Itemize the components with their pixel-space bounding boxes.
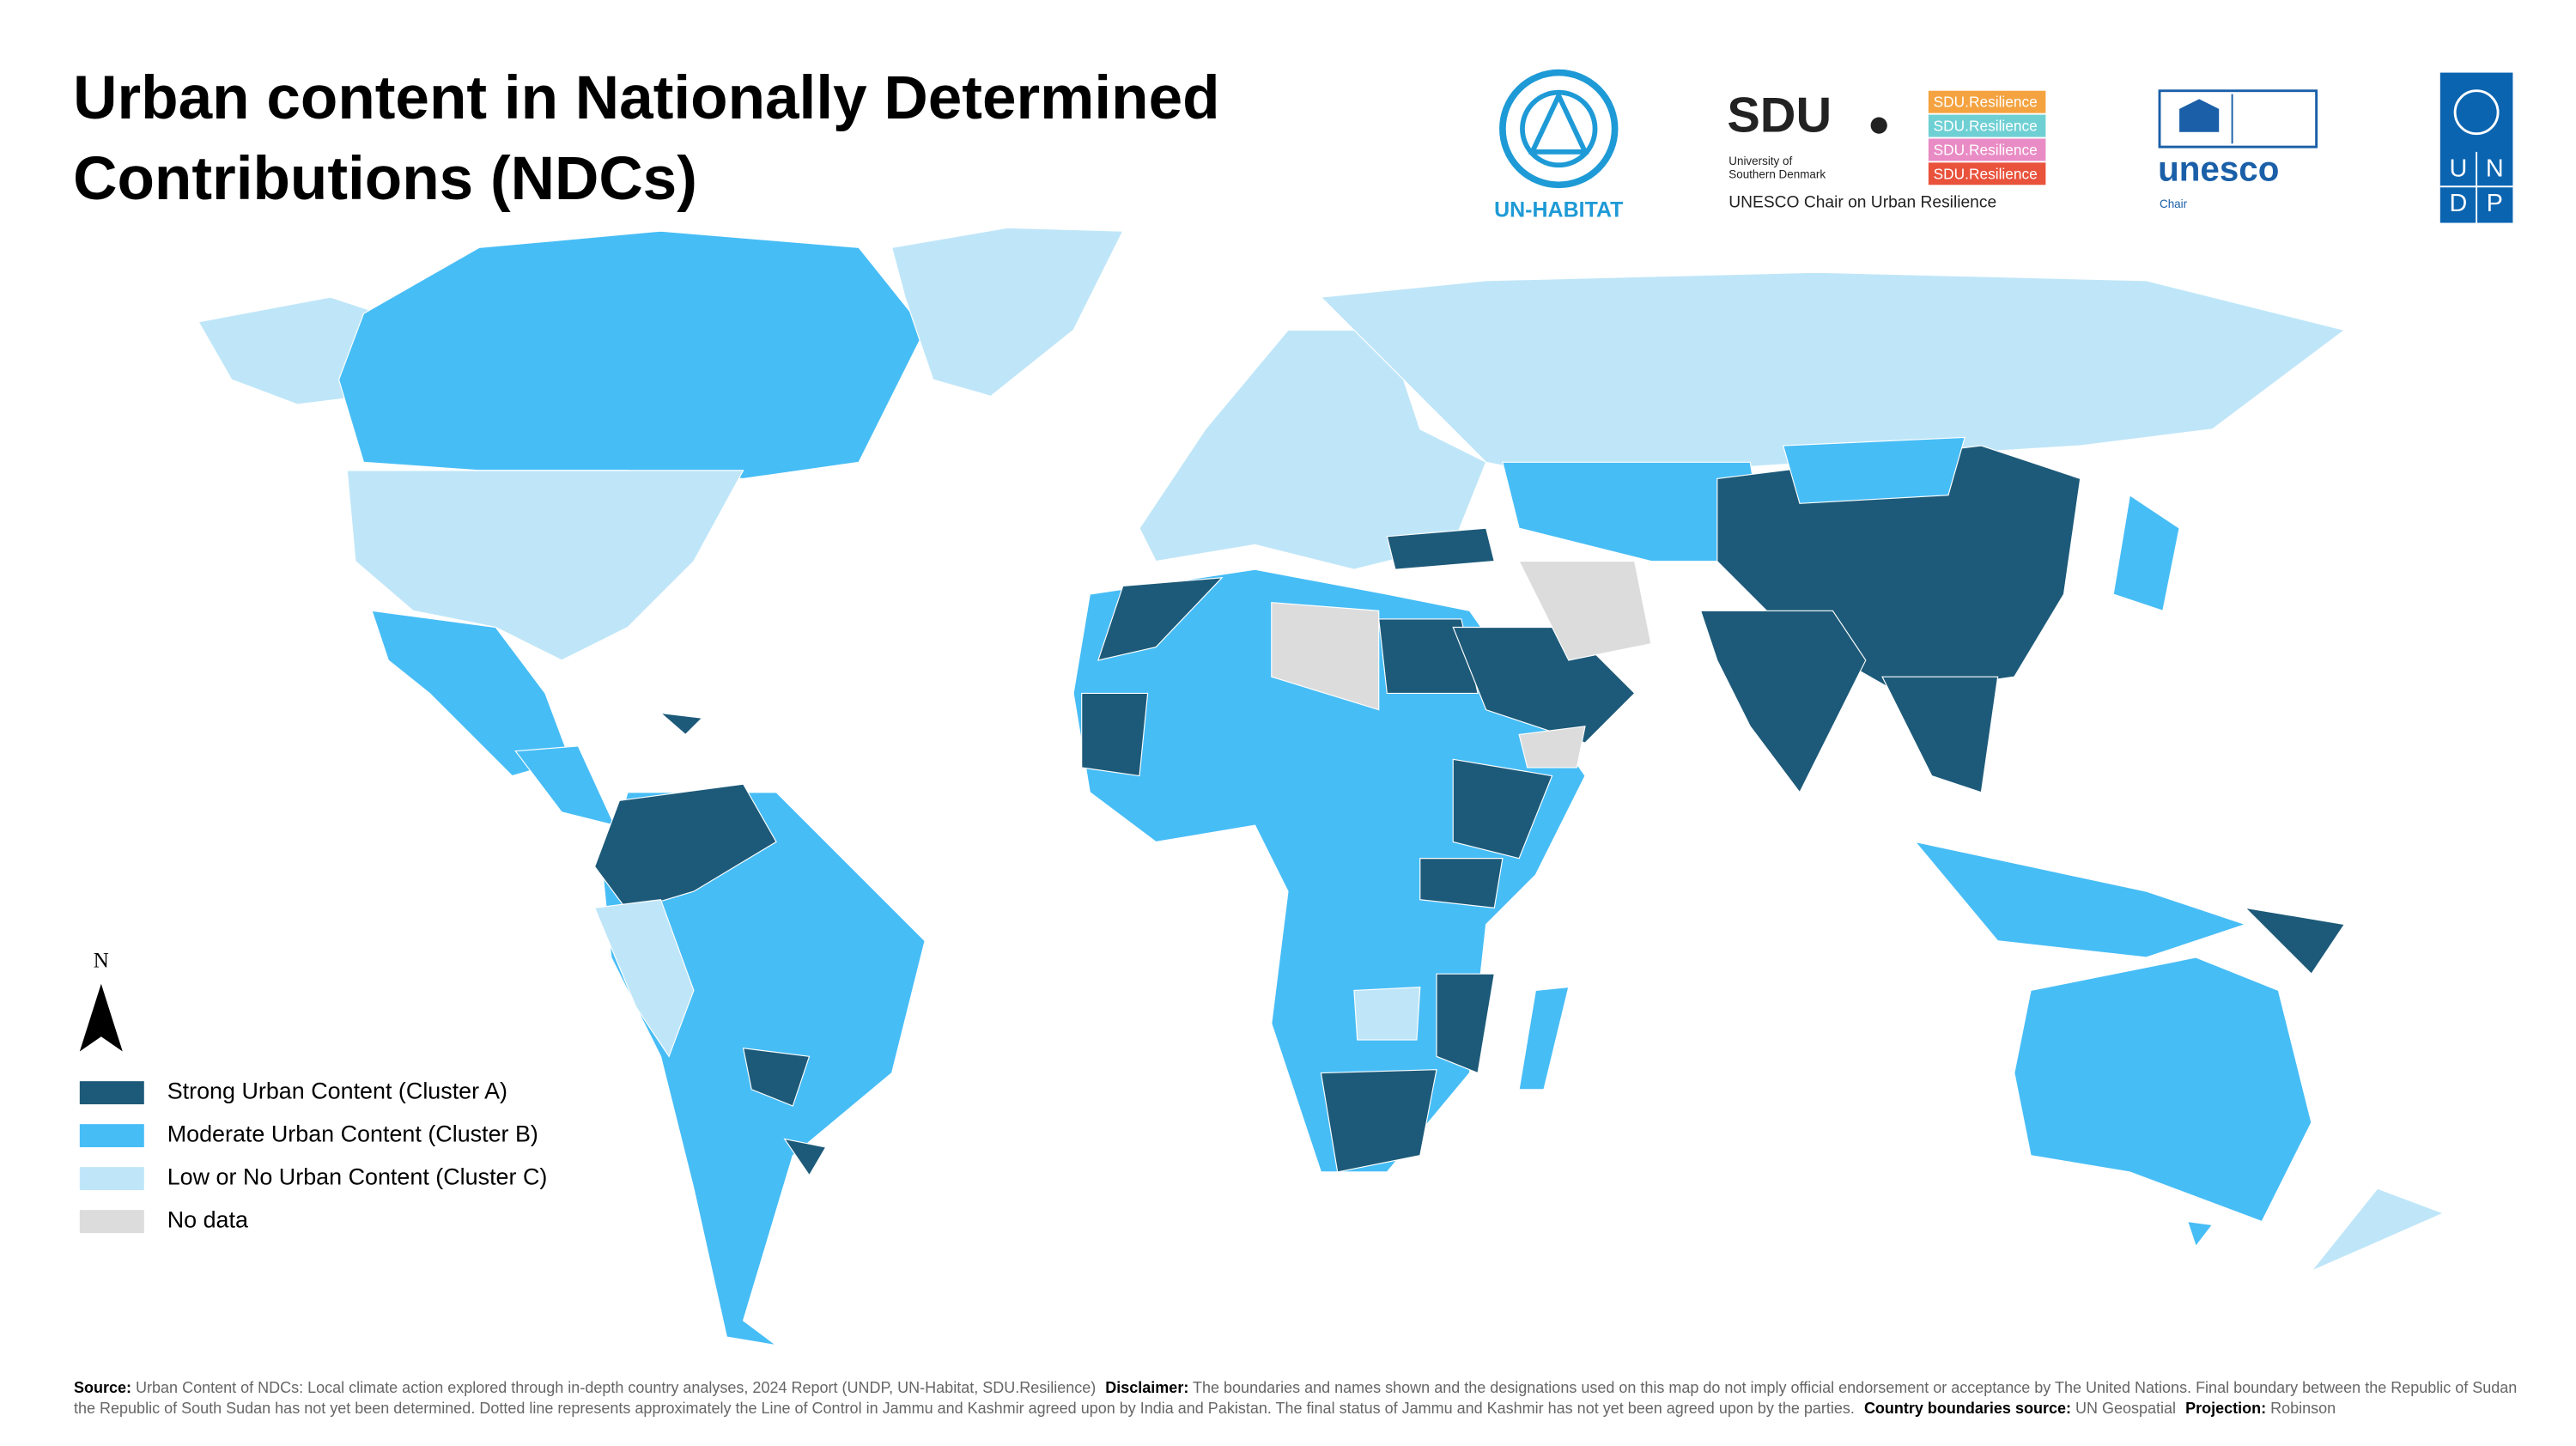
- country-shape: [1518, 561, 1652, 661]
- country-shape: [1502, 461, 1768, 562]
- country-shape: [2244, 907, 2346, 975]
- undp-letter: U: [2450, 155, 2468, 183]
- legend-swatch: [79, 1081, 144, 1105]
- country-shape: [1881, 676, 1999, 793]
- country-shape: [1271, 602, 1380, 711]
- country-shape: [338, 230, 926, 480]
- footer-text: Robinson: [2270, 1400, 2336, 1417]
- country-shape: [1320, 1069, 1437, 1173]
- footer-label: Country boundaries source:: [1863, 1400, 2071, 1417]
- un-habitat-label: UN-HABITAT: [1494, 198, 1623, 222]
- title-line: Contributions (NDCs): [73, 145, 697, 213]
- sdu-tag: [1928, 162, 2046, 185]
- footer-text: Urban Content of NDCs: Local climate act…: [136, 1379, 1097, 1396]
- sdu-label: SDU: [1727, 88, 1832, 143]
- legend-label: Strong Urban Content (Cluster A): [167, 1078, 507, 1104]
- footer-label: Disclaimer:: [1105, 1379, 1189, 1396]
- country-shape: [742, 1048, 811, 1107]
- north-label: N: [94, 949, 109, 972]
- country-shape: [1913, 841, 2247, 958]
- sdu-tag-label: SDU.Resilience: [1934, 165, 2038, 182]
- title-line: Urban content in Nationally Determined: [73, 64, 1219, 132]
- sdu-tag: [1928, 90, 2046, 113]
- footer-text: UN Geospatial: [2075, 1400, 2177, 1417]
- country-shape: [1518, 726, 1586, 769]
- country-shape: [1436, 973, 1495, 1074]
- un-habitat-logo: UN-HABITAT: [1494, 69, 1623, 222]
- unesco-sub: Chair: [2160, 197, 2188, 210]
- legend: Strong Urban Content (Cluster A) Moderate…: [79, 1078, 548, 1234]
- undp-letter: D: [2450, 190, 2468, 217]
- sdu-university: University of: [1728, 155, 1792, 167]
- undp-logo: U ND P: [2439, 72, 2513, 223]
- sdu-tag: [1928, 138, 2046, 161]
- country-shape: [1097, 577, 1224, 661]
- sdu-chair: UNESCO Chair on Urban Resilience: [1728, 194, 1996, 212]
- footer-label: Projection:: [2185, 1400, 2267, 1417]
- country-shape: [1081, 692, 1149, 777]
- country-shape: [783, 1138, 827, 1176]
- legend-label: No data: [167, 1207, 248, 1233]
- undp-letter: P: [2487, 190, 2503, 217]
- unesco-logo: unesco Chair: [2158, 89, 2318, 210]
- country-shape: [1782, 436, 1965, 504]
- country-shape: [1353, 986, 1421, 1041]
- country-shape: [593, 783, 777, 912]
- footer-text: The boundaries and names shown and the d…: [74, 1379, 2518, 1417]
- country-shape: [514, 745, 616, 827]
- undp-letter: N: [2486, 155, 2504, 183]
- country-shape: [1699, 610, 1867, 793]
- country-shape: [2311, 1188, 2445, 1272]
- north-arrow: N: [79, 949, 123, 1052]
- country-shape: [1386, 527, 1496, 570]
- country-shape: [659, 712, 703, 736]
- country-shape: [1320, 271, 2346, 480]
- country-shape: [1518, 986, 1570, 1091]
- country-shape: [1419, 858, 1504, 908]
- sdu-tag-label: SDU.Resilience: [1934, 118, 2038, 135]
- sdu-university: Southern Denmark: [1728, 167, 1826, 180]
- legend-label: Low or No Urban Content (Cluster C): [167, 1164, 548, 1190]
- legend-swatch: [79, 1124, 144, 1148]
- world-map: [197, 227, 2445, 1346]
- country-shape: [1452, 758, 1553, 860]
- country-shape: [346, 470, 744, 661]
- footer-label: Source:: [74, 1379, 132, 1396]
- sdu-logo: SDU University of Southern Denmark UNESC…: [1727, 88, 2046, 212]
- unesco-label: unesco: [2158, 149, 2279, 189]
- country-shape: [2014, 957, 2312, 1223]
- legend-swatch: [79, 1167, 144, 1191]
- sdu-tag-label: SDU.Resilience: [1934, 94, 2038, 111]
- country-shape: [1378, 618, 1479, 694]
- country-shape: [2112, 494, 2180, 612]
- footer: Source: Urban Content of NDCs: Local cli…: [74, 1377, 2521, 1419]
- sdu-tag-label: SDU.Resilience: [1934, 141, 2038, 158]
- country-shape: [593, 899, 695, 1058]
- country-shape: [890, 227, 1124, 398]
- legend-label: Moderate Urban Content (Cluster B): [167, 1121, 538, 1147]
- legend-swatch: [79, 1210, 144, 1234]
- sdu-tag: [1928, 114, 2046, 137]
- country-shape: [2186, 1220, 2214, 1248]
